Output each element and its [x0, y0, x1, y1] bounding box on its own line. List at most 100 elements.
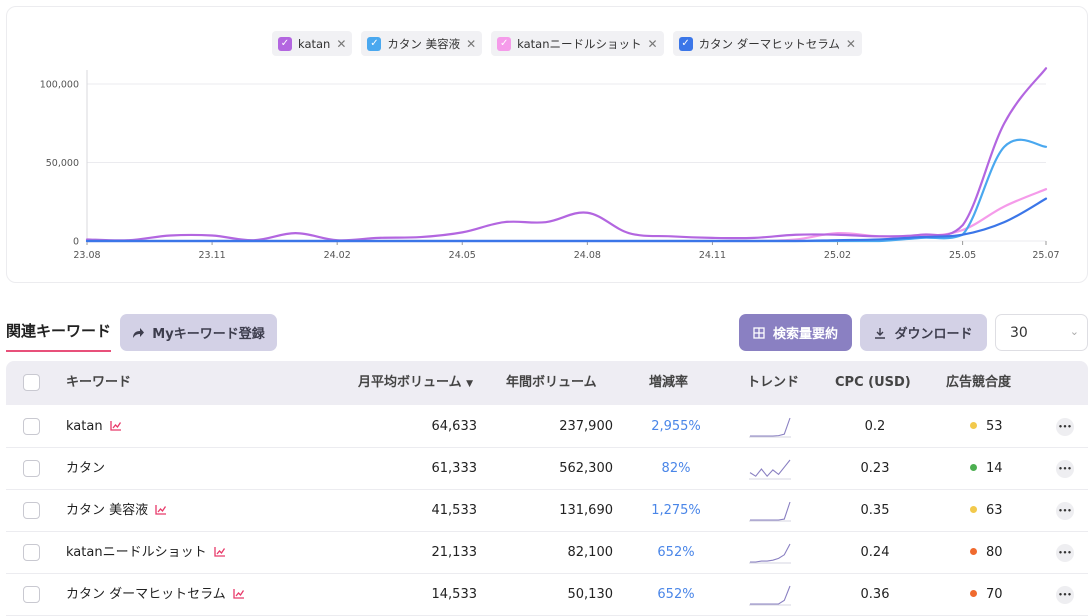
x-tick-label: 25.02	[824, 250, 851, 261]
row-checkbox[interactable]	[23, 586, 40, 603]
row-checkbox[interactable]	[23, 544, 40, 561]
competition-indicator-dot	[970, 464, 977, 471]
growth-rate-cell: 2,955%	[651, 419, 701, 434]
cpc-cell: 0.36	[860, 587, 890, 602]
keyword-cell[interactable]: カタン 美容液	[66, 490, 167, 532]
page-size-select[interactable]: 30 ⌄	[995, 314, 1088, 351]
header-monthly-volume[interactable]: 月平均ボリューム ▼	[358, 361, 473, 405]
keyword-text[interactable]: katan	[66, 419, 103, 434]
more-horizontal-icon[interactable]: •••	[1056, 502, 1074, 520]
competition-value: 63	[986, 503, 1003, 518]
growth-rate-cell: 652%	[657, 545, 695, 560]
monthly-volume-cell: 41,533	[431, 503, 478, 518]
download-label: ダウンロード	[894, 327, 973, 342]
table-row[interactable]: katanニードルショット 21,133 82,100 652% 0.24 80 •••	[6, 532, 1088, 574]
trend-sparkline	[749, 459, 791, 480]
trend-line-chart: 100,000 50,000 0 23.08 23.11 24.02 24.05 24.08 2…	[40, 67, 1060, 261]
legend-label: katanニードルショット	[517, 36, 642, 51]
download-icon	[875, 327, 886, 339]
monthly-volume-cell: 61,333	[431, 461, 478, 476]
header-cpc[interactable]: CPC (USD)	[835, 375, 911, 390]
cpc-cell: 0.2	[864, 419, 886, 434]
row-checkbox[interactable]	[23, 460, 40, 477]
line-chart-icon[interactable]	[155, 504, 167, 515]
x-tick-label: 25.05	[949, 250, 976, 261]
checkbox-checked-icon[interactable]: ✓	[367, 36, 382, 51]
keyword-text[interactable]: カタン ダーマヒットセラム	[66, 587, 226, 602]
share-arrow-icon	[133, 327, 145, 338]
yearly-volume-cell: 82,100	[567, 545, 614, 560]
x-tick-label: 24.02	[324, 250, 351, 261]
trend-sparkline	[749, 417, 791, 438]
competition-indicator-dot	[970, 422, 977, 429]
keyword-cell[interactable]: katanニードルショット	[66, 532, 226, 574]
table-row[interactable]: カタン 61,333 562,300 82% 0.23 14 •••	[6, 448, 1088, 490]
table-row[interactable]: カタン ダーマヒットセラム 14,533 50,130 652% 0.36 70 •••	[6, 574, 1088, 616]
search-volume-summary-button[interactable]: 検索量要約	[739, 314, 852, 351]
table-row[interactable]: katan 64,633 237,900 2,955% 0.2 53 •••	[6, 406, 1088, 448]
keyword-text[interactable]: カタン	[66, 461, 106, 476]
related-keywords-tab[interactable]: 関連キーワード	[6, 320, 112, 352]
yearly-volume-cell: 131,690	[559, 503, 613, 518]
select-all-checkbox[interactable]	[23, 374, 40, 391]
line-chart-icon[interactable]	[213, 546, 226, 557]
more-horizontal-icon[interactable]: •••	[1056, 460, 1074, 478]
checkbox-checked-icon[interactable]: ✓	[497, 36, 512, 51]
keyword-cell[interactable]: カタン ダーマヒットセラム	[66, 574, 245, 616]
my-keyword-register-button[interactable]: Myキーワード登録	[120, 314, 277, 351]
header-keyword[interactable]: キーワード	[66, 375, 132, 390]
x-tick-label: 24.05	[449, 250, 476, 261]
cpc-cell: 0.35	[860, 503, 890, 518]
y-tick-label: 50,000	[46, 158, 79, 169]
trend-sparkline	[749, 543, 791, 564]
legend-chip-3[interactable]: ✓ カタン ダーマヒットセラム ✕	[672, 31, 862, 56]
legend-chip-2[interactable]: ✓ katanニードルショット ✕	[491, 31, 664, 56]
growth-rate-cell: 652%	[657, 587, 695, 602]
keyword-text[interactable]: カタン 美容液	[66, 503, 149, 518]
yearly-volume-cell: 237,900	[559, 419, 613, 434]
growth-rate-cell: 1,275%	[651, 503, 701, 518]
my-keyword-register-label: Myキーワード登録	[152, 327, 265, 342]
series-line-3	[85, 197, 1048, 243]
row-checkbox[interactable]	[23, 418, 40, 435]
close-icon[interactable]: ✕	[466, 36, 477, 51]
checkbox-checked-icon[interactable]: ✓	[678, 36, 693, 51]
page-size-value: 30	[1010, 324, 1028, 341]
close-icon[interactable]: ✕	[845, 36, 856, 51]
legend-chip-0[interactable]: ✓ katan ✕	[272, 31, 353, 56]
table-header: キーワード 月平均ボリューム ▼ 年間ボリューム 増減率 トレンド CPC (U…	[6, 361, 1088, 405]
checkbox-checked-icon[interactable]: ✓	[278, 36, 292, 51]
series-line-0	[85, 67, 1048, 242]
trend-sparkline	[749, 501, 791, 522]
yearly-volume-cell: 50,130	[567, 587, 614, 602]
close-icon[interactable]: ✕	[336, 36, 347, 51]
more-horizontal-icon[interactable]: •••	[1056, 418, 1074, 436]
line-chart-icon[interactable]	[233, 588, 245, 599]
x-tick-label: 24.11	[699, 250, 726, 261]
more-horizontal-icon[interactable]: •••	[1056, 544, 1074, 562]
row-checkbox[interactable]	[23, 502, 40, 519]
header-growth-rate[interactable]: 増減率	[649, 375, 689, 390]
legend-chip-1[interactable]: ✓ カタン 美容液 ✕	[361, 31, 483, 56]
close-icon[interactable]: ✕	[647, 36, 658, 51]
keyword-cell[interactable]: katan	[66, 406, 122, 448]
keyword-text[interactable]: katanニードルショット	[66, 545, 207, 560]
legend-label: カタン 美容液	[387, 36, 461, 51]
search-volume-summary-label: 検索量要約	[772, 327, 838, 342]
legend-label: カタン ダーマヒットセラム	[698, 36, 840, 51]
x-tick-label: 23.11	[198, 250, 225, 261]
x-tick-label: 23.08	[73, 250, 100, 261]
competition-value: 80	[986, 545, 1003, 560]
competition-value: 53	[986, 419, 1003, 434]
keyword-cell[interactable]: カタン	[66, 448, 105, 490]
table-row[interactable]: カタン 美容液 41,533 131,690 1,275% 0.35 63 •••	[6, 490, 1088, 532]
line-chart-icon[interactable]	[109, 420, 122, 431]
sort-desc-icon: ▼	[466, 379, 474, 389]
header-competition[interactable]: 広告競合度	[946, 375, 1012, 390]
more-horizontal-icon[interactable]: •••	[1056, 586, 1074, 604]
competition-cell: 63	[970, 490, 1003, 532]
header-monthly-volume-label: 月平均ボリューム	[358, 375, 462, 390]
header-yearly-volume[interactable]: 年間ボリューム	[506, 375, 597, 390]
competition-indicator-dot	[970, 506, 977, 513]
download-button[interactable]: ダウンロード	[860, 314, 987, 351]
